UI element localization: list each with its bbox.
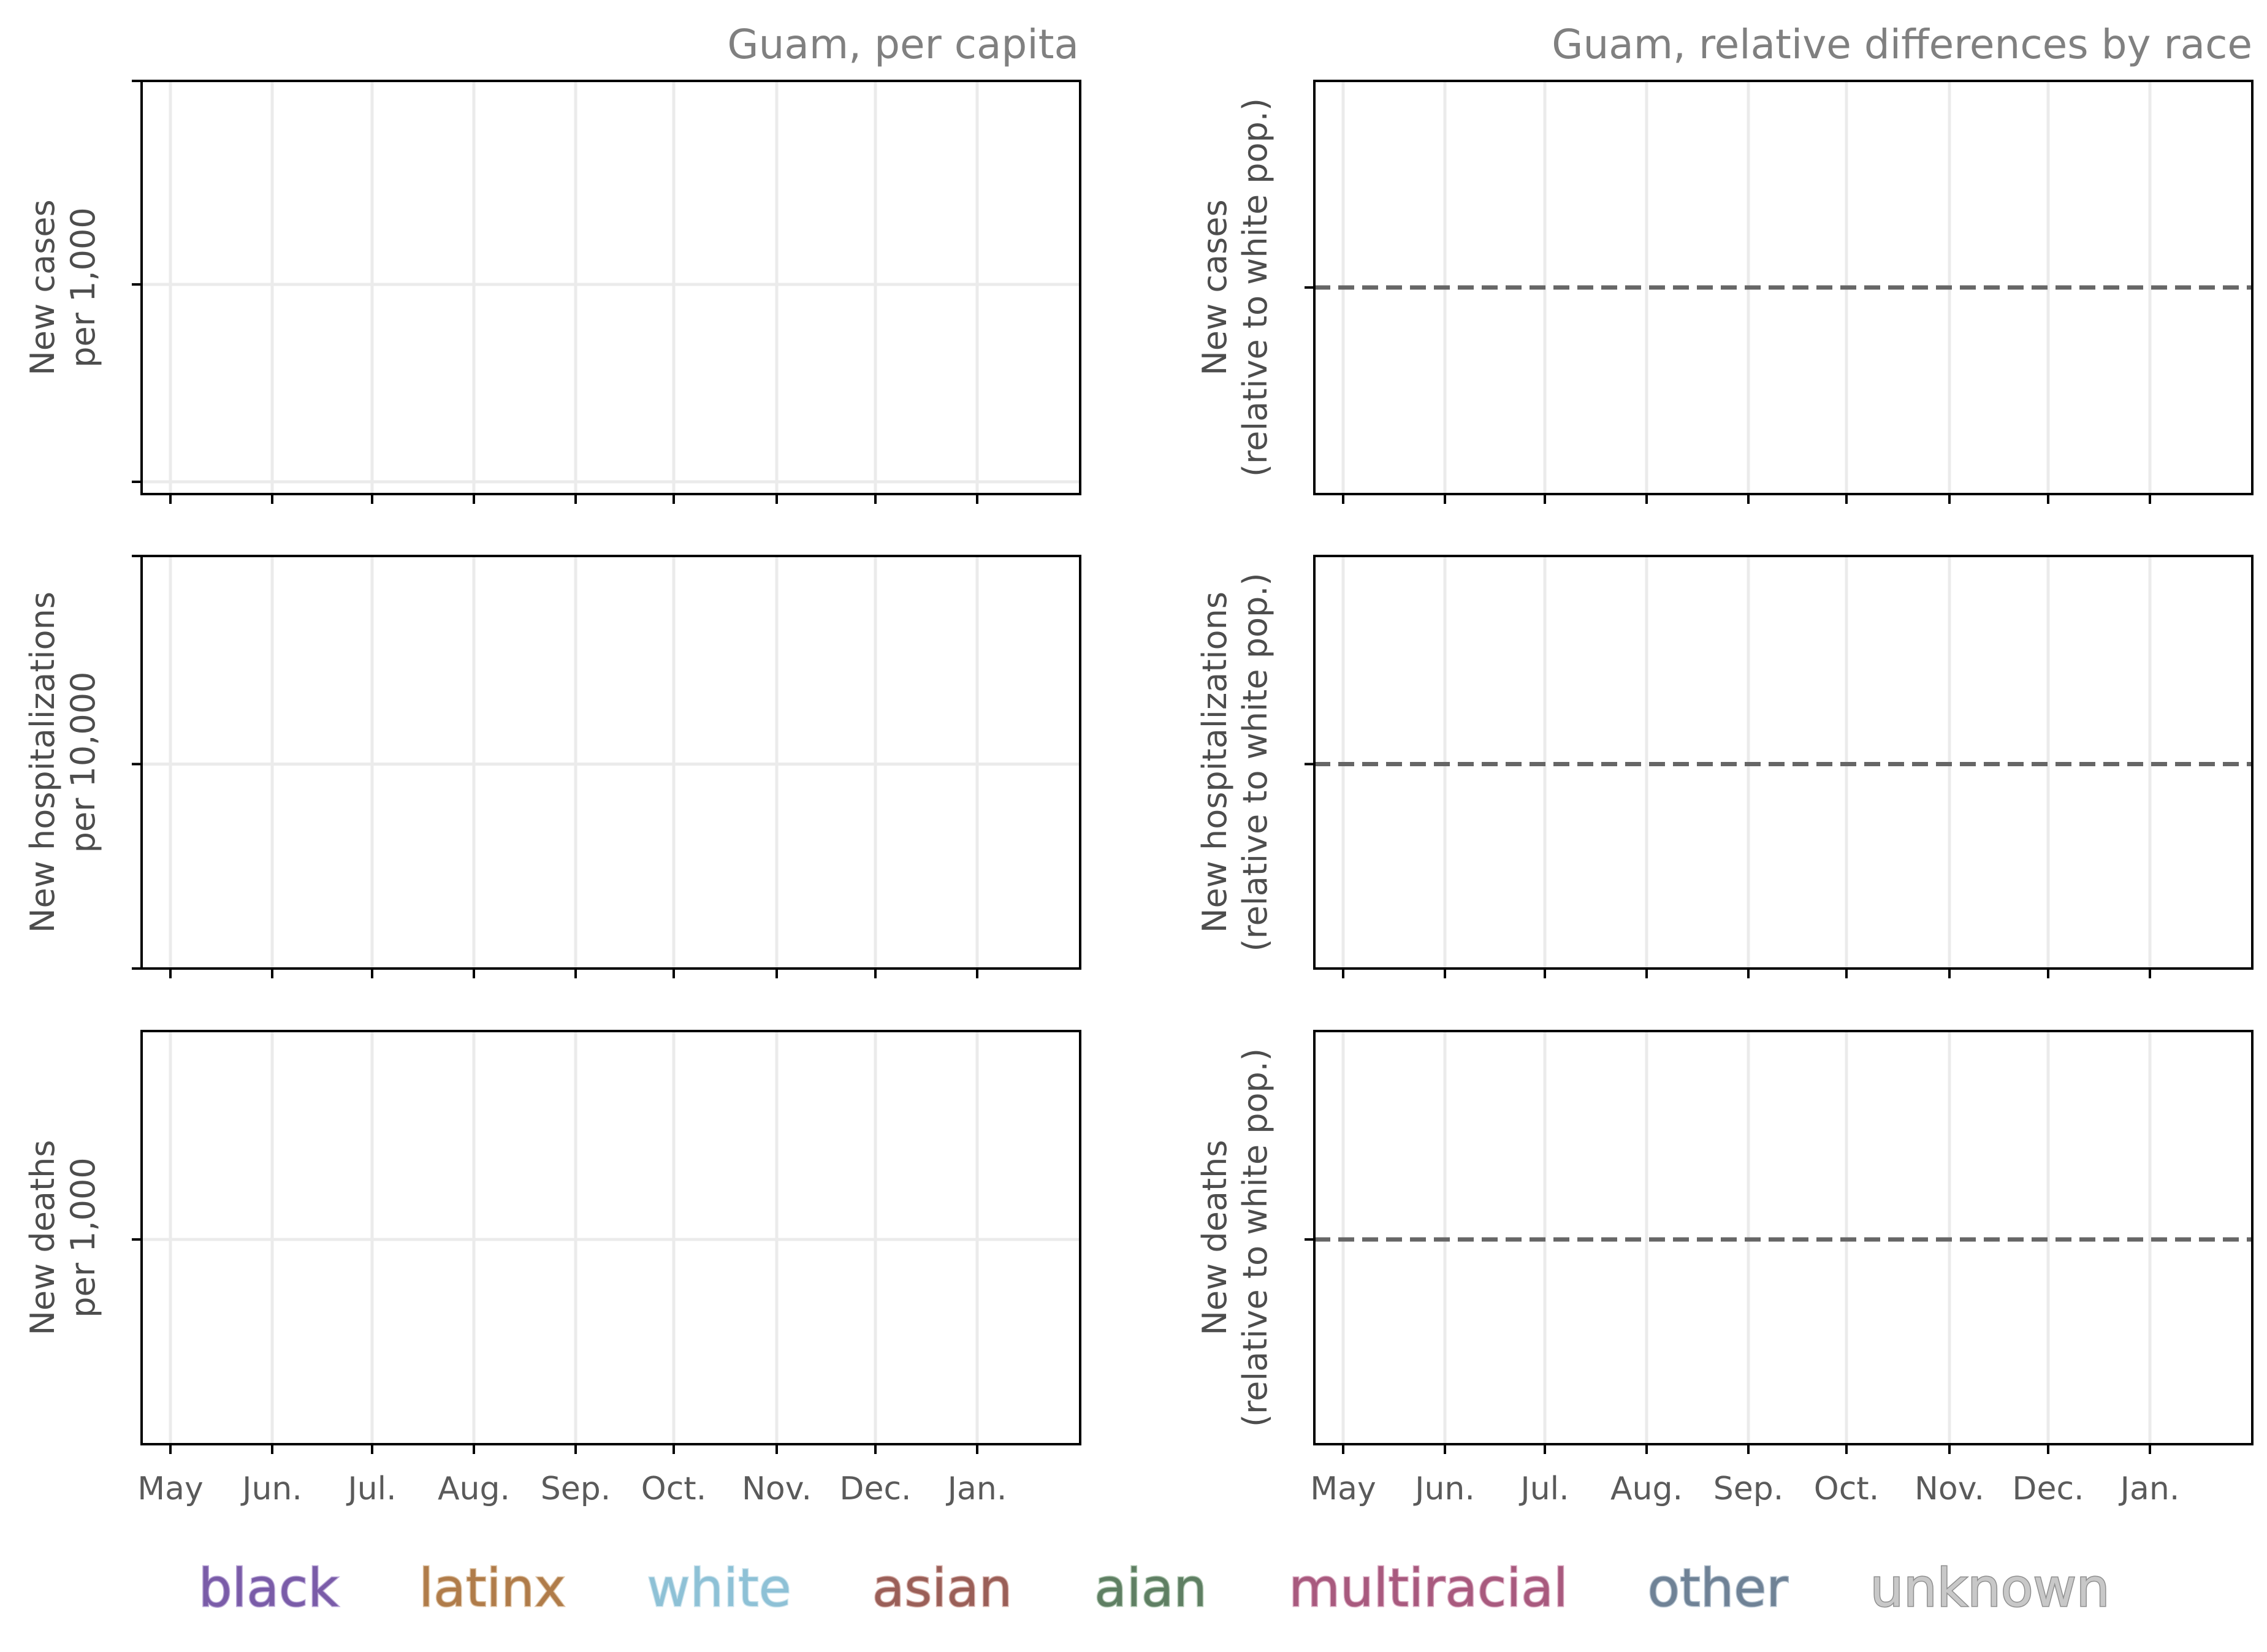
legend-entry-white: white: [647, 1558, 791, 1619]
axes-frame: [1313, 555, 2254, 970]
x-tick-label: Aug.: [1610, 1471, 1683, 1507]
x-tick-label: Sep.: [1713, 1471, 1784, 1507]
axes-frame: [1313, 80, 2254, 495]
legend-entry-latinx: latinx: [419, 1558, 566, 1619]
axes-frame: [140, 1030, 1081, 1445]
x-tick-label: Oct.: [641, 1471, 706, 1507]
legend-entry-multiracial: multiracial: [1289, 1558, 1568, 1619]
axes-frame: [140, 80, 1081, 495]
x-tick-label: Dec.: [839, 1471, 911, 1507]
axes-frame: [140, 555, 1081, 970]
x-tick-label: Dec.: [2012, 1471, 2084, 1507]
legend-entry-asian: asian: [872, 1558, 1013, 1619]
legend-entry-other: other: [1647, 1558, 1788, 1619]
y-axis-label: New hospitalizations(relative to white p…: [1195, 573, 1274, 951]
x-tick-label: Nov.: [742, 1471, 812, 1507]
panel-relative-2: May Jun. Jul. Aug. Sep. Oct. Nov. Dec. Jan. New d…: [1195, 1030, 2254, 1507]
y-axis-label: New deaths(relative to white pop.): [1195, 1048, 1274, 1427]
x-tick-label: Aug.: [438, 1471, 510, 1507]
x-tick-label: Oct.: [1814, 1471, 1879, 1507]
x-tick-label: Jun.: [1413, 1471, 1475, 1507]
legend-entry-aian: aian: [1094, 1558, 1207, 1619]
legend-entry-unknown: unknown: [1870, 1558, 2110, 1619]
axes-frame: [1313, 1030, 2254, 1445]
panel-relative-0: New cases(relative to white pop.): [1195, 80, 2254, 504]
x-tick-label: Nov.: [1915, 1471, 1984, 1507]
right-column-title: Guam, relative differences by race: [1552, 21, 2252, 68]
y-axis-label: New cases(relative to white pop.): [1195, 98, 1274, 477]
x-tick-label: Jul.: [346, 1471, 396, 1507]
left-column-title: Guam, per capita: [727, 21, 1079, 68]
x-tick-label: Sep.: [541, 1471, 611, 1507]
panel-relative-1: New hospitalizations(relative to white p…: [1195, 555, 2254, 978]
panel-per-capita-1: New hospitalizationsper 10,000: [23, 555, 1081, 978]
x-tick-label: May: [1310, 1471, 1376, 1507]
panels: New casesper 1,000 New hospitalizationspe…: [23, 80, 2254, 1507]
x-tick-label: May: [137, 1471, 204, 1507]
x-tick-label: Jan.: [2119, 1471, 2180, 1507]
x-tick-label: Jun.: [240, 1471, 302, 1507]
panel-per-capita-0: New casesper 1,000: [23, 80, 1081, 504]
y-axis-label: New hospitalizationsper 10,000: [23, 592, 102, 933]
x-tick-label: Jan.: [946, 1471, 1007, 1507]
legend: black latinx white asian aian multiracial othe…: [197, 1557, 2111, 1620]
y-axis-label: New deathsper 1,000: [23, 1140, 102, 1335]
x-tick-label: Jul.: [1518, 1471, 1569, 1507]
panel-per-capita-2: May Jun. Jul. Aug. Sep. Oct. Nov. Dec. Jan. New d…: [23, 1030, 1081, 1507]
y-axis-label: New casesper 1,000: [23, 199, 102, 375]
legend-entry-black: black: [199, 1558, 338, 1619]
